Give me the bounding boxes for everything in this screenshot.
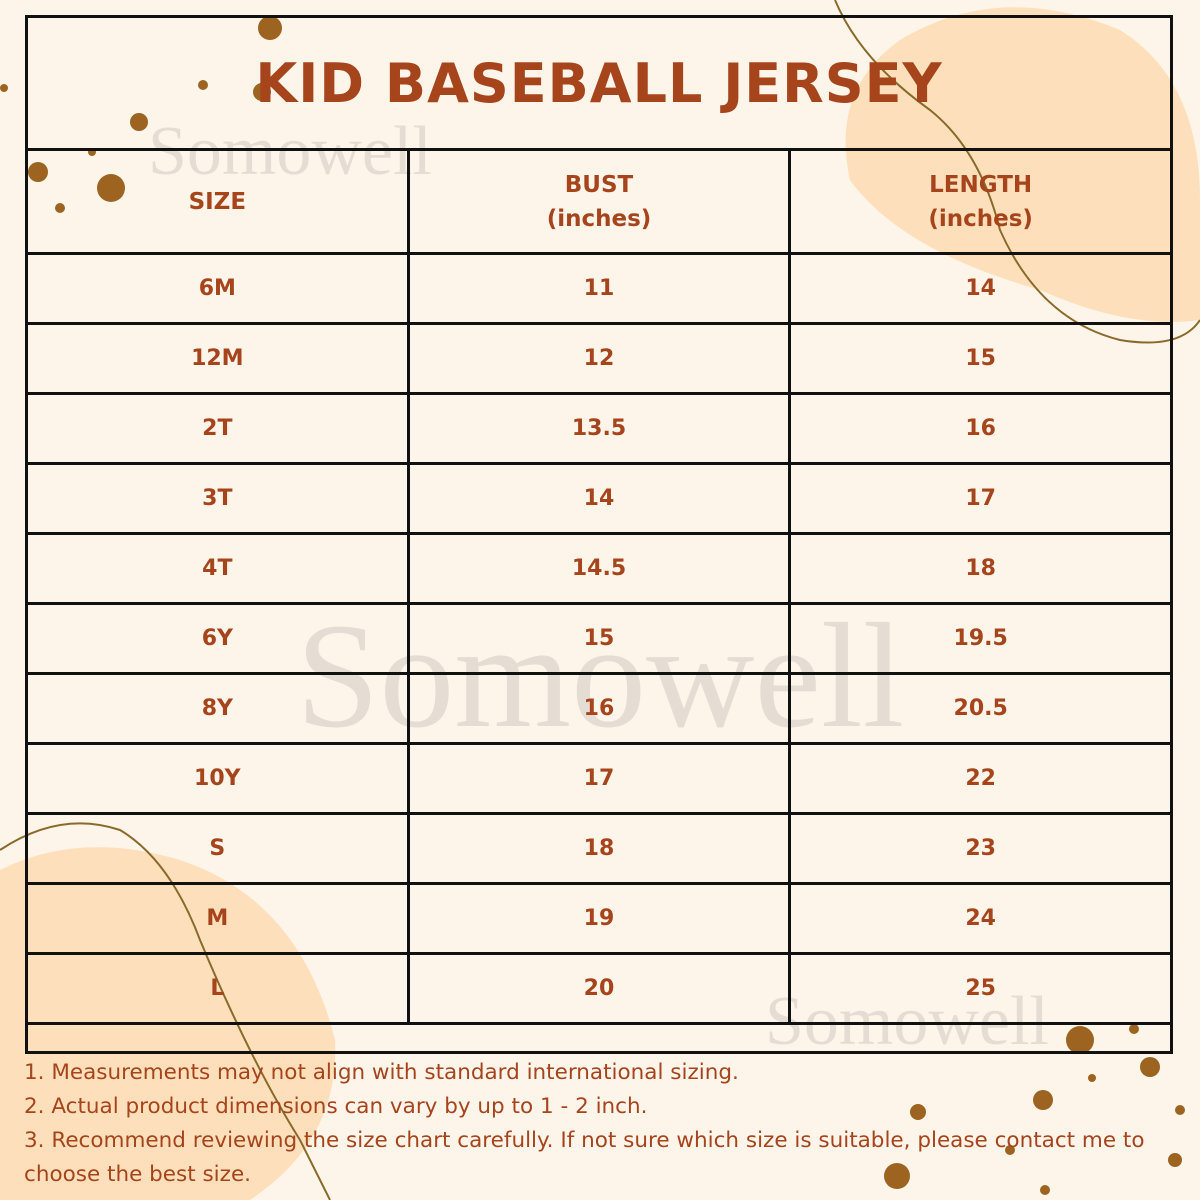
- table-cell: 4T: [25, 532, 410, 605]
- note: 2. Actual product dimensions can vary by…: [24, 1094, 648, 1119]
- table-cell: 23: [788, 812, 1173, 885]
- table-cell: 19: [406, 882, 792, 955]
- table-row: 4T 14.5 18: [25, 532, 1173, 605]
- header-cell: BUST (inches): [406, 148, 792, 255]
- table-cell: 19.5: [788, 602, 1173, 675]
- table-cell: M: [25, 882, 410, 955]
- table-cell: 18: [788, 532, 1173, 605]
- table-cell: 11: [406, 252, 792, 325]
- table-cell: 12M: [25, 322, 410, 395]
- table-cell: 14: [788, 252, 1173, 325]
- table-cell: 12: [406, 322, 792, 395]
- table-cell: 3T: [25, 462, 410, 535]
- size-table: SIZE BUST (inches) LENGTH (inches) 6M 11 14 12M 1…: [25, 148, 1173, 1025]
- table-cell: S: [25, 812, 410, 885]
- table-cell: 20.5: [788, 672, 1173, 745]
- table-row: 8Y 16 20.5: [25, 672, 1173, 745]
- table-cell: 14.5: [406, 532, 792, 605]
- table-cell: 10Y: [25, 742, 410, 815]
- table-cell: 6Y: [25, 602, 410, 675]
- table-row: 3T 14 17: [25, 462, 1173, 535]
- table-cell: 15: [406, 602, 792, 675]
- table-cell: 22: [788, 742, 1173, 815]
- table-row: L 20 25: [25, 952, 1173, 1025]
- header-text: BUST: [564, 171, 634, 198]
- table-row: 2T 13.5 16: [25, 392, 1173, 465]
- table-row: M 19 24: [25, 882, 1173, 955]
- table-cell: 18: [406, 812, 792, 885]
- table-cell: 17: [788, 462, 1173, 535]
- table-cell: 13.5: [406, 392, 792, 465]
- table-cell: 25: [788, 952, 1173, 1025]
- table-cell: 8Y: [25, 672, 410, 745]
- header-unit: (inches): [546, 205, 652, 232]
- header-text: SIZE: [188, 188, 247, 215]
- notes: 1. Measurements may not align with stand…: [24, 1056, 1184, 1192]
- header-row: SIZE BUST (inches) LENGTH (inches): [25, 148, 1173, 255]
- table-cell: 16: [406, 672, 792, 745]
- table-row: S 18 23: [25, 812, 1173, 885]
- note: 3. Recommend reviewing the size chart ca…: [24, 1128, 1145, 1187]
- table-row: 10Y 17 22: [25, 742, 1173, 815]
- header-cell: LENGTH (inches): [788, 148, 1173, 255]
- table-row: 6M 11 14: [25, 252, 1173, 325]
- table-cell: 14: [406, 462, 792, 535]
- table-cell: 24: [788, 882, 1173, 955]
- table-cell: 17: [406, 742, 792, 815]
- table-row: 6Y 15 19.5: [25, 602, 1173, 675]
- title: KID BASEBALL JERSEY: [28, 18, 1170, 151]
- table-cell: 20: [406, 952, 792, 1025]
- note: 1. Measurements may not align with stand…: [24, 1060, 739, 1085]
- table-cell: L: [25, 952, 410, 1025]
- header-cell: SIZE: [25, 148, 410, 255]
- header-text: LENGTH: [929, 171, 1033, 198]
- header-unit: (inches): [928, 205, 1033, 232]
- table-row: 12M 12 15: [25, 322, 1173, 395]
- table-cell: 15: [788, 322, 1173, 395]
- size-table-frame: KID BASEBALL JERSEY SIZE BUST (inches) LENG…: [25, 15, 1173, 1054]
- table-cell: 6M: [25, 252, 410, 325]
- table-cell: 16: [788, 392, 1173, 465]
- table-cell: 2T: [25, 392, 410, 465]
